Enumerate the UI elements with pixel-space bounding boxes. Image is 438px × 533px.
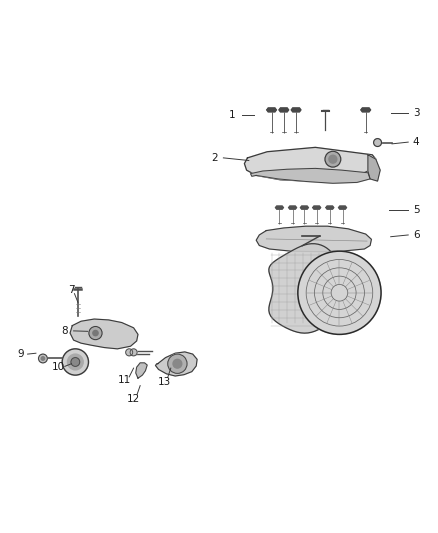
Polygon shape xyxy=(251,168,370,183)
Text: 8: 8 xyxy=(61,326,68,336)
Circle shape xyxy=(89,327,102,340)
Circle shape xyxy=(168,354,187,374)
Polygon shape xyxy=(291,108,301,112)
Text: 5: 5 xyxy=(413,205,420,215)
Circle shape xyxy=(39,354,47,363)
Text: 9: 9 xyxy=(18,349,25,359)
Polygon shape xyxy=(313,206,321,209)
Polygon shape xyxy=(289,206,297,209)
Circle shape xyxy=(130,349,137,356)
Text: 7: 7 xyxy=(67,285,74,295)
Text: 3: 3 xyxy=(413,108,420,118)
Text: 2: 2 xyxy=(211,153,218,163)
Text: 1: 1 xyxy=(229,110,236,120)
Circle shape xyxy=(173,359,182,368)
Circle shape xyxy=(93,330,98,336)
Circle shape xyxy=(329,155,337,163)
Polygon shape xyxy=(276,206,283,209)
Circle shape xyxy=(41,357,45,360)
Text: 10: 10 xyxy=(52,362,65,372)
Polygon shape xyxy=(279,108,289,112)
Text: 11: 11 xyxy=(118,375,131,385)
Polygon shape xyxy=(361,108,371,112)
Circle shape xyxy=(62,349,88,375)
Polygon shape xyxy=(256,226,371,252)
Circle shape xyxy=(298,251,381,334)
Text: 13: 13 xyxy=(158,377,171,387)
Text: 12: 12 xyxy=(127,394,140,404)
Polygon shape xyxy=(339,206,346,209)
Text: 6: 6 xyxy=(413,230,420,240)
Polygon shape xyxy=(269,244,360,333)
Text: 4: 4 xyxy=(413,137,420,147)
Circle shape xyxy=(67,354,83,370)
Polygon shape xyxy=(267,108,276,112)
Polygon shape xyxy=(300,206,308,209)
Circle shape xyxy=(374,139,381,147)
Circle shape xyxy=(126,349,133,356)
Circle shape xyxy=(325,151,341,167)
Circle shape xyxy=(71,358,80,366)
Polygon shape xyxy=(70,319,138,349)
Polygon shape xyxy=(244,147,376,181)
Polygon shape xyxy=(368,155,380,181)
Polygon shape xyxy=(136,363,147,378)
Polygon shape xyxy=(155,352,197,376)
Polygon shape xyxy=(326,206,334,209)
